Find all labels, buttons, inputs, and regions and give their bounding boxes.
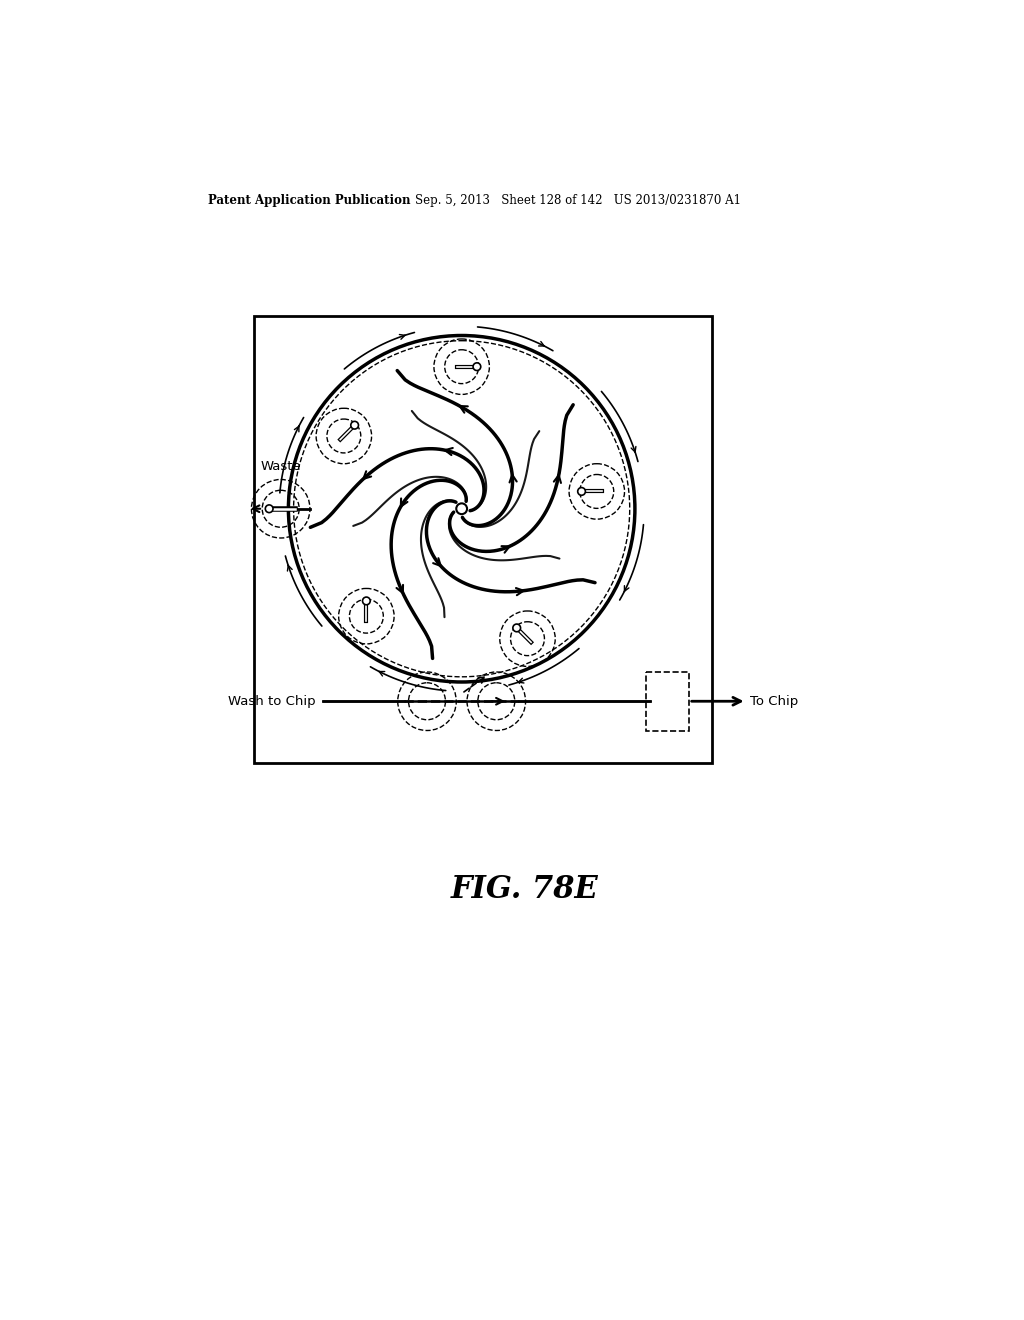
Text: Sep. 5, 2013   Sheet 128 of 142   US 2013/0231870 A1: Sep. 5, 2013 Sheet 128 of 142 US 2013/02… — [416, 194, 741, 207]
Text: Wash to Chip: Wash to Chip — [227, 694, 315, 708]
Text: Waste: Waste — [260, 461, 301, 474]
Circle shape — [351, 421, 358, 429]
Circle shape — [265, 504, 273, 512]
Circle shape — [513, 624, 520, 632]
Text: To Chip: To Chip — [751, 694, 799, 708]
Text: Patent Application Publication: Patent Application Publication — [208, 194, 410, 207]
Circle shape — [473, 363, 480, 371]
Text: FIG. 78E: FIG. 78E — [451, 874, 599, 906]
Circle shape — [362, 597, 371, 605]
Bar — [646, 672, 689, 730]
Circle shape — [578, 487, 586, 495]
Circle shape — [457, 503, 467, 513]
